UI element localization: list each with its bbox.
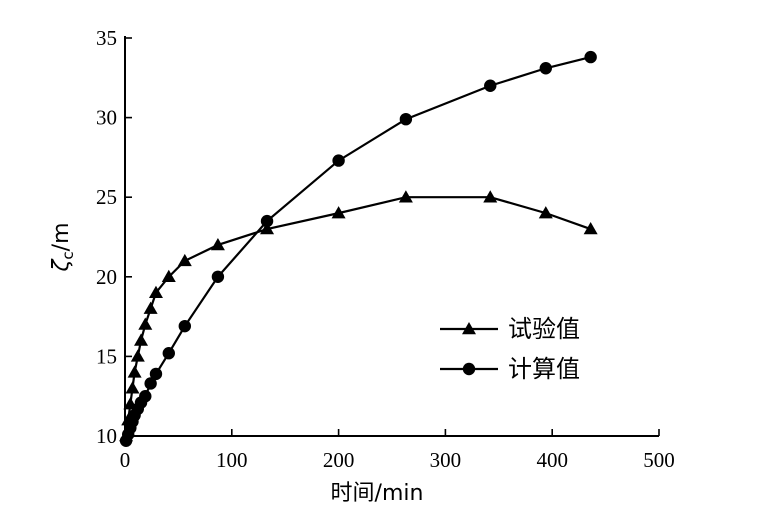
series-2: [119, 50, 597, 447]
y-ticks: 10 15 20 25 30 35: [96, 26, 132, 448]
y-axis-title-symbol: ζ: [49, 259, 74, 273]
data-point: [138, 317, 153, 330]
data-point: [210, 237, 225, 251]
data-point: [149, 367, 163, 381]
x-tick-label: 500: [643, 448, 675, 472]
x-tick-label: 100: [216, 448, 248, 472]
data-point: [148, 285, 163, 298]
x-tick-label: 0: [120, 448, 131, 472]
data-point: [134, 333, 149, 346]
data-point: [162, 347, 175, 360]
y-tick-label: 35: [96, 26, 117, 50]
data-point: [538, 206, 553, 219]
data-point: [583, 222, 598, 235]
plot-area: [119, 50, 598, 447]
data-point: [143, 301, 158, 314]
series-line: [125, 56, 591, 442]
x-axis-title: 时间/min: [331, 481, 424, 506]
legend-label: 试验值: [508, 315, 580, 343]
data-point: [483, 190, 498, 203]
y-tick-label: 30: [96, 106, 117, 130]
legend-marker: [462, 362, 476, 376]
data-point: [584, 50, 597, 64]
y-axis-title: ζc/m: [49, 222, 77, 272]
axes: [124, 36, 659, 437]
y-tick-label: 20: [96, 265, 117, 289]
data-point: [125, 381, 140, 394]
legend-label: 计算值: [508, 355, 580, 383]
data-point: [539, 62, 552, 75]
data-point: [260, 222, 275, 235]
data-point: [260, 214, 274, 228]
data-point: [398, 190, 413, 203]
y-tick-label: 25: [96, 185, 117, 209]
y-axis-title-subscript: c: [59, 251, 77, 259]
data-point: [211, 270, 225, 283]
legend-marker: [462, 322, 476, 335]
legend-item: 试验值: [440, 315, 580, 343]
x-tick-label: 400: [536, 448, 568, 472]
y-tick-label: 10: [96, 424, 117, 448]
data-point: [331, 206, 346, 219]
data-point: [177, 253, 192, 267]
y-tick-label: 15: [96, 344, 117, 368]
data-point: [127, 365, 142, 378]
legend-item: 计算值: [440, 355, 580, 383]
x-tick-label: 300: [430, 448, 462, 472]
data-point: [178, 319, 192, 333]
y-axis-title-unit: /m: [49, 222, 74, 251]
data-point: [332, 154, 345, 167]
x-ticks: 0 100 200 300 400 500: [120, 429, 675, 472]
data-point: [161, 269, 176, 283]
data-point: [144, 377, 157, 390]
data-point: [139, 390, 152, 403]
data-point: [130, 349, 145, 362]
data-point: [484, 79, 497, 92]
data-point: [399, 112, 413, 126]
x-tick-label: 200: [323, 448, 355, 472]
